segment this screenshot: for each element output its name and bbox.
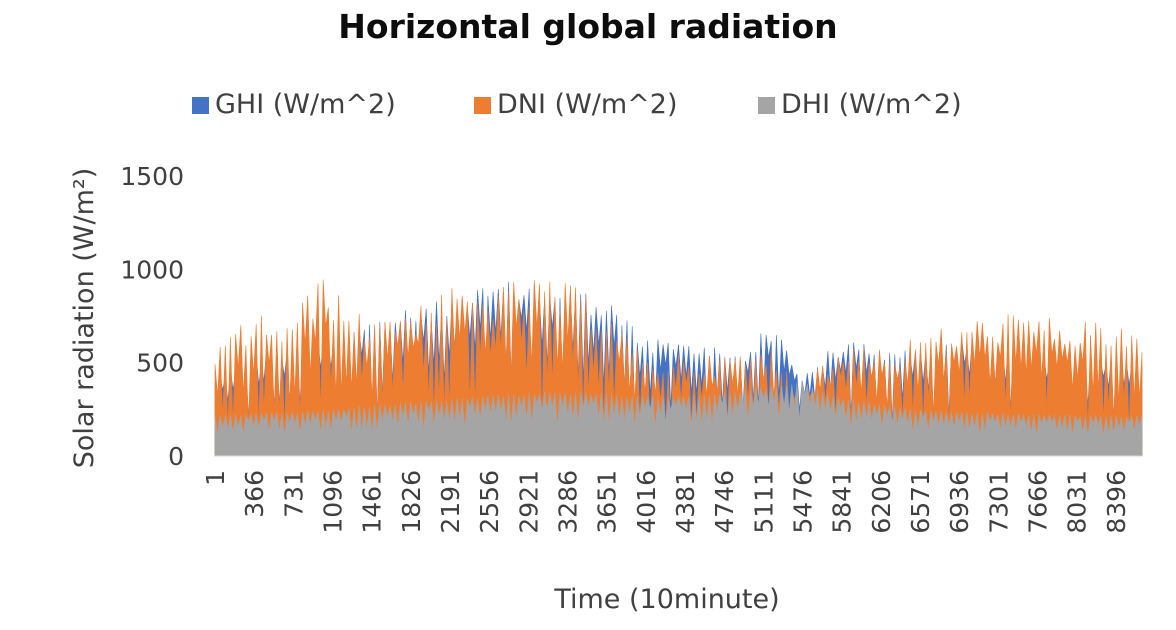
legend-swatch-dhi bbox=[758, 97, 775, 114]
x-tick-label: 7301 bbox=[984, 470, 1013, 534]
x-tick-label: 5841 bbox=[828, 470, 857, 534]
x-tick-label: 4016 bbox=[632, 470, 661, 534]
legend-item-ghi: GHI (W/m^2) bbox=[192, 89, 396, 120]
plot-area bbox=[214, 279, 1143, 457]
y-axis: 0 500 1000 1500 bbox=[120, 162, 184, 471]
x-tick-label: 3651 bbox=[593, 470, 622, 534]
x-tick-label: 2921 bbox=[514, 470, 543, 534]
legend-item-dni: DNI (W/m^2) bbox=[474, 89, 678, 120]
y-tick-label: 1000 bbox=[120, 255, 184, 284]
y-axis-label: Solar radiation (W/m²) bbox=[69, 168, 100, 469]
x-axis: 1 366 731 1096 1461 1826 2191 2556 2921 3286 3651 4… bbox=[201, 470, 1131, 534]
x-tick-label: 8031 bbox=[1063, 470, 1092, 534]
x-tick-label: 4746 bbox=[710, 470, 739, 534]
x-tick-label: 5476 bbox=[789, 470, 818, 534]
y-tick-label: 500 bbox=[136, 349, 184, 378]
x-tick-label: 3286 bbox=[554, 470, 583, 534]
x-tick-label: 2556 bbox=[475, 470, 504, 534]
x-tick-label: 366 bbox=[240, 470, 269, 518]
x-tick-label: 6936 bbox=[945, 470, 974, 534]
legend-label-dni: DNI (W/m^2) bbox=[497, 89, 678, 120]
x-tick-label: 1096 bbox=[319, 470, 348, 534]
x-tick-label: 5111 bbox=[749, 470, 778, 534]
x-tick-label: 1 bbox=[201, 470, 230, 486]
x-axis-label: Time (10minute) bbox=[553, 584, 779, 615]
legend-swatch-dni bbox=[474, 97, 491, 114]
y-tick-label: 0 bbox=[168, 442, 184, 471]
x-tick-label: 1461 bbox=[358, 470, 387, 534]
x-tick-label: 731 bbox=[279, 470, 308, 518]
legend-label-ghi: GHI (W/m^2) bbox=[215, 89, 396, 120]
legend-label-dhi: DHI (W/m^2) bbox=[781, 89, 962, 120]
x-tick-label: 2191 bbox=[436, 470, 465, 534]
series-area-dhi bbox=[214, 382, 1143, 457]
x-tick-label: 4381 bbox=[671, 470, 700, 534]
x-tick-label: 8396 bbox=[1102, 470, 1131, 534]
legend-item-dhi: DHI (W/m^2) bbox=[758, 89, 962, 120]
x-tick-label: 7666 bbox=[1024, 470, 1053, 534]
legend: GHI (W/m^2) DNI (W/m^2) DHI (W/m^2) bbox=[192, 89, 962, 120]
chart-title: Horizontal global radiation bbox=[338, 7, 837, 46]
x-tick-label: 6206 bbox=[867, 470, 896, 534]
x-tick-label: 1826 bbox=[397, 470, 426, 534]
x-tick-label: 6571 bbox=[906, 470, 935, 534]
legend-swatch-ghi bbox=[192, 97, 209, 114]
y-tick-label: 1500 bbox=[120, 162, 184, 191]
